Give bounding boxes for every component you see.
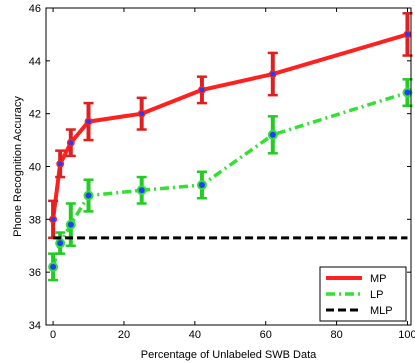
legend-label-lp: LP xyxy=(370,289,383,301)
y-tick-label: 44 xyxy=(29,56,41,68)
series-line-mp xyxy=(51,32,409,220)
x-tick-label: 0 xyxy=(50,329,56,341)
data-point xyxy=(268,70,277,78)
data-point xyxy=(402,87,413,98)
chart-marks xyxy=(48,12,413,282)
data-point xyxy=(136,185,147,196)
legend: MP LP MLP xyxy=(319,266,407,322)
data-point xyxy=(197,85,206,94)
x-tick-label: 20 xyxy=(118,329,130,341)
x-tick-label: 60 xyxy=(260,329,272,341)
x-tick-label: 40 xyxy=(189,329,201,341)
data-point xyxy=(56,159,65,168)
series-mp xyxy=(48,12,413,240)
axis-ticks: 0 20 40 60 80 100 34 36 38 40 42 44 46 xyxy=(29,3,415,341)
series-line-lp xyxy=(51,90,408,268)
data-point xyxy=(196,179,207,190)
y-tick-label: 42 xyxy=(29,109,41,121)
data-point xyxy=(66,138,75,147)
data-point xyxy=(55,238,66,249)
data-point xyxy=(49,215,58,224)
y-tick-label: 36 xyxy=(29,267,41,279)
x-axis-label: Percentage of Unlabeled SWB Data xyxy=(141,349,317,361)
x-tick-label: 80 xyxy=(330,329,342,341)
data-point xyxy=(137,109,146,118)
data-point xyxy=(48,261,59,272)
data-point xyxy=(84,117,93,126)
data-point xyxy=(83,190,94,201)
data-point xyxy=(267,129,278,140)
y-axis-label: Phone Recognition Accuracy xyxy=(12,96,24,237)
legend-label-mlp: MLP xyxy=(370,305,393,317)
series-lp xyxy=(48,78,413,282)
legend-label-mp: MP xyxy=(370,273,387,285)
data-point xyxy=(403,30,412,39)
y-tick-label: 38 xyxy=(29,214,41,226)
x-tick-label: 100 xyxy=(398,329,415,341)
y-tick-label: 40 xyxy=(29,162,41,174)
y-tick-label: 46 xyxy=(29,3,41,15)
data-point xyxy=(65,219,76,230)
y-tick-label: 34 xyxy=(29,320,41,332)
